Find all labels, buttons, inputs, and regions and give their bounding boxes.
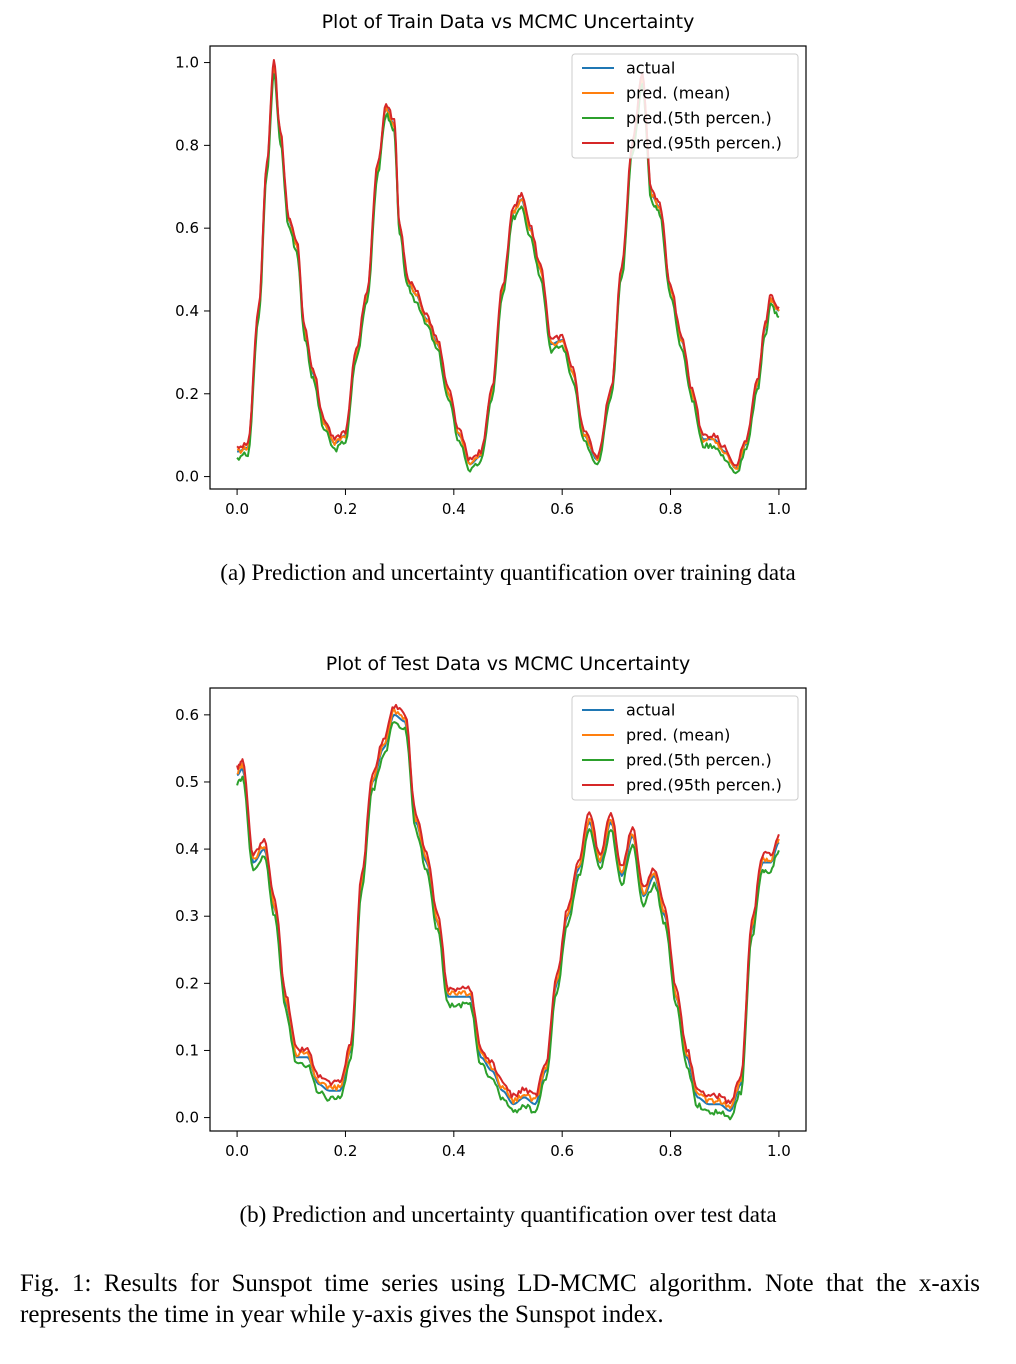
- x-tick-label: 0.6: [550, 1142, 574, 1160]
- train-chart-svg: Plot of Train Data vs MCMC Uncertainty 0.…: [175, 11, 807, 518]
- legend-label: pred.(95th percen.): [626, 134, 782, 153]
- legend-box: [571, 695, 799, 801]
- x-tick-label: 0.0: [225, 1142, 249, 1160]
- y-tick-label: 0.8: [175, 136, 199, 154]
- y-tick-label: 0.2: [175, 385, 199, 403]
- y-tick-label: 0.1: [175, 1041, 199, 1059]
- legend-label: pred. (mean): [626, 726, 730, 745]
- train-chart: Plot of Train Data vs MCMC Uncertainty 0.…: [0, 0, 1016, 540]
- x-tick-label: 1.0: [767, 1142, 791, 1160]
- x-tick-label: 0.0: [225, 500, 249, 518]
- legend-label: pred. (mean): [626, 84, 730, 103]
- y-tick-label: 0.6: [175, 706, 199, 724]
- y-tick-label: 0.0: [175, 1109, 199, 1127]
- x-tick-label: 0.8: [659, 1142, 683, 1160]
- y-tick-label: 0.2: [175, 974, 199, 992]
- y-tick-label: 1.0: [175, 54, 199, 72]
- y-tick-label: 0.6: [175, 219, 199, 237]
- y-tick-label: 0.3: [175, 907, 199, 925]
- legend-label: actual: [626, 701, 675, 720]
- test-chart: Plot of Test Data vs MCMC Uncertainty 0.0…: [0, 640, 1016, 1180]
- series-line-2: [236, 721, 780, 1121]
- x-tick-label: 0.6: [550, 500, 574, 518]
- series-line-3: [236, 59, 780, 467]
- figure-caption: Fig. 1: Results for Sunspot time series …: [20, 1270, 980, 1328]
- legend-label: actual: [626, 59, 675, 78]
- x-tick-label: 0.4: [442, 1142, 466, 1160]
- x-tick-label: 0.4: [442, 500, 466, 518]
- plot-frame: [209, 45, 807, 490]
- y-tick-label: 0.4: [175, 840, 199, 858]
- y-tick-label: 0.5: [175, 773, 199, 791]
- x-tick-label: 1.0: [767, 500, 791, 518]
- y-tick-label: 0.0: [175, 468, 199, 486]
- legend-label: pred.(5th percen.): [626, 751, 772, 770]
- x-tick-label: 0.8: [659, 500, 683, 518]
- x-tick-label: 0.2: [334, 1142, 358, 1160]
- legend-box: [571, 53, 799, 159]
- series-line-3: [236, 703, 780, 1105]
- caption-a: (a) Prediction and uncertainty quantific…: [220, 560, 796, 585]
- legend-label: pred.(95th percen.): [626, 776, 782, 795]
- x-tick-label: 0.2: [334, 500, 358, 518]
- y-tick-label: 0.4: [175, 302, 199, 320]
- chart-title: Plot of Train Data vs MCMC Uncertainty: [322, 11, 695, 33]
- plot-frame: [209, 687, 807, 1132]
- caption-b: (b) Prediction and uncertainty quantific…: [239, 1202, 777, 1227]
- test-chart-svg: Plot of Test Data vs MCMC Uncertainty 0.0…: [175, 653, 807, 1160]
- chart-title: Plot of Test Data vs MCMC Uncertainty: [326, 653, 691, 675]
- legend-label: pred.(5th percen.): [626, 109, 772, 128]
